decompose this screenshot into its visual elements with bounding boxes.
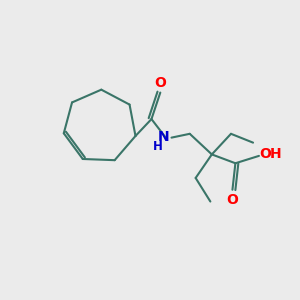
Text: H: H — [270, 147, 282, 161]
Text: O: O — [154, 76, 166, 90]
Text: N: N — [158, 130, 170, 144]
Text: O: O — [260, 147, 272, 161]
Text: H: H — [153, 140, 163, 153]
Text: O: O — [226, 193, 238, 207]
